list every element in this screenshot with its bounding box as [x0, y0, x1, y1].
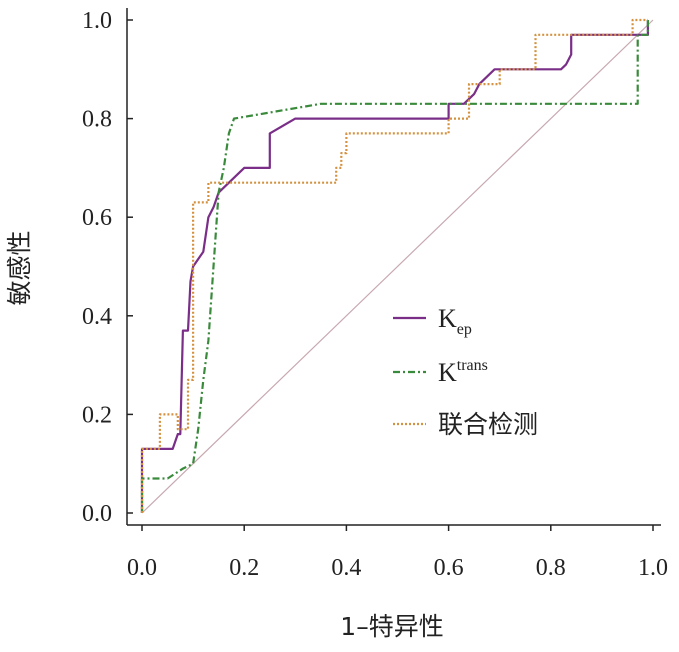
legend-label: 联合检测: [438, 410, 538, 439]
x-axis-title: 1–特异性: [340, 612, 443, 641]
axes-frame: [126, 8, 661, 526]
legend-item-combined: 联合检测: [393, 410, 538, 439]
y-axis-title: 敏感性: [5, 230, 34, 305]
legend-item-kep: Kep: [393, 304, 472, 338]
legend: Kep Ktrans 联合检测: [393, 304, 538, 439]
combined-detection-series-line: [140, 18, 648, 513]
x-tick-group: 0.0 0.2 0.4 0.6 0.8 1.0: [127, 525, 668, 581]
y-tick-label: 0.2: [82, 402, 112, 428]
x-tick-label: 0.4: [331, 555, 361, 581]
legend-label: Kep: [438, 304, 472, 338]
y-tick-label: 0.0: [82, 501, 112, 527]
x-tick-label: 1.0: [638, 555, 668, 581]
reference-diagonal-line: [141, 19, 654, 514]
x-tick-label: 0.0: [127, 555, 157, 581]
y-tick-label: 0.8: [82, 107, 112, 133]
legend-label: Ktrans: [438, 357, 488, 387]
y-tick-label: 1.0: [82, 8, 112, 34]
y-tick-label: 0.6: [82, 205, 112, 231]
kep-series-line: [140, 20, 649, 513]
x-tick-label: 0.6: [434, 555, 464, 581]
y-tick-label: 0.4: [82, 304, 112, 330]
y-tick-group: 0.0 0.2 0.4 0.6 0.8 1.0: [82, 8, 133, 527]
x-tick-label: 0.2: [229, 555, 259, 581]
legend-item-ktrans: Ktrans: [393, 357, 488, 387]
x-tick-label: 0.8: [536, 555, 566, 581]
ktrans-series-line: [140, 20, 649, 513]
series-layer: [140, 18, 649, 513]
